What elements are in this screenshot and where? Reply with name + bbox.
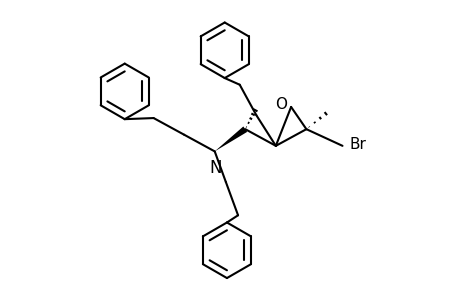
Text: Br: Br: [348, 137, 365, 152]
Text: N: N: [209, 159, 222, 177]
Polygon shape: [214, 127, 246, 152]
Text: O: O: [274, 97, 286, 112]
